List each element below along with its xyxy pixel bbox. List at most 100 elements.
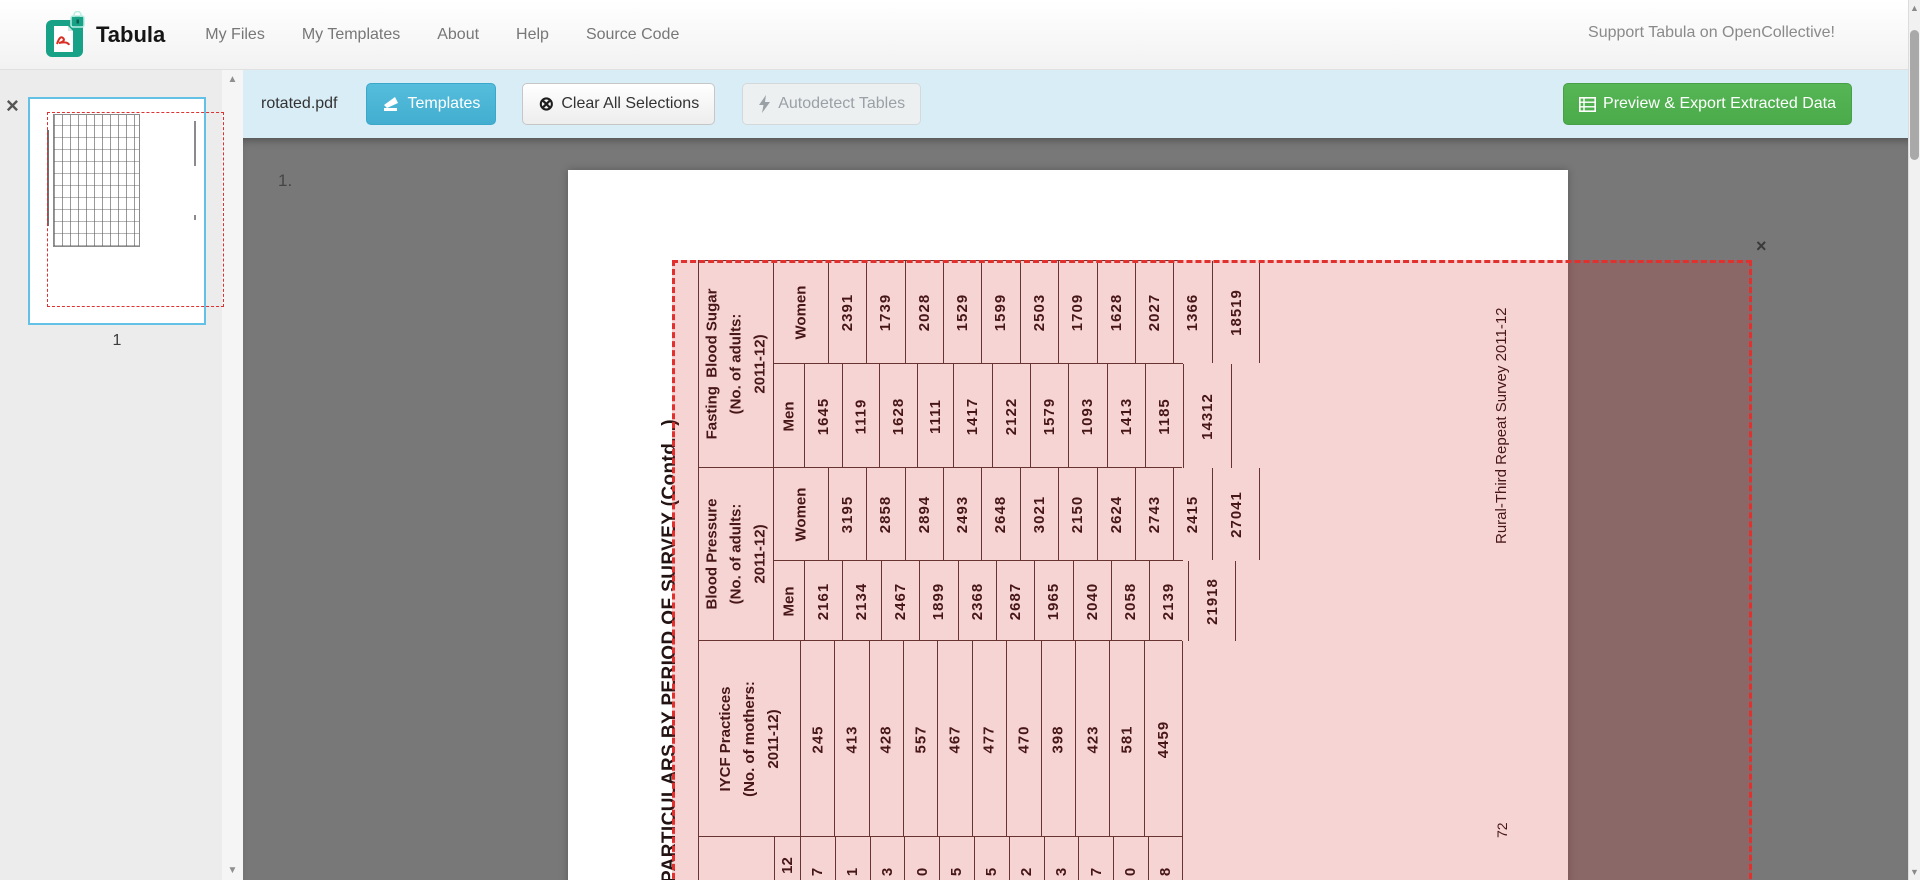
table-value-cell: 1628 xyxy=(880,364,919,468)
nav-item-my-templates[interactable]: My Templates xyxy=(301,25,401,43)
table-value-cell: 8 xyxy=(1149,837,1183,880)
table-header-cell: IYCF Practices (No. of mothers: 2011-12) xyxy=(699,641,801,836)
table-value-cell: 245 xyxy=(801,641,836,837)
nav-item-help[interactable]: Help xyxy=(516,25,549,43)
table-value-cell: 423 xyxy=(1076,641,1111,837)
table-value-cell: 1417 xyxy=(954,364,993,468)
scrollbar-thumb[interactable] xyxy=(1910,30,1919,160)
page-thumbnail[interactable] xyxy=(28,97,206,325)
sidebar-scrollbar[interactable]: ▲ ▼ xyxy=(222,70,243,880)
table-value-cell: 4459 xyxy=(1145,641,1183,837)
scroll-up-icon[interactable]: ▲ xyxy=(227,74,238,85)
table-value-cell: 1645 xyxy=(805,364,844,468)
table-value-cell: 467 xyxy=(938,641,973,837)
table-value-cell: 18519 xyxy=(1213,261,1261,363)
thumbnail-selection-outline xyxy=(47,112,224,307)
table-value-cell: 477 xyxy=(973,641,1008,837)
autodetect-label: Autodetect Tables xyxy=(778,95,906,112)
table-value-cell: 2648 xyxy=(982,468,1021,560)
scroll-down-icon[interactable]: ▼ xyxy=(1910,867,1919,877)
table-value-cell: 2624 xyxy=(1098,468,1136,560)
selection-overlay[interactable] xyxy=(672,260,1752,880)
table-value-cell: 470 xyxy=(1007,641,1042,837)
table-section: IYCF Practices (No. of mothers: 2011-12)… xyxy=(699,641,1183,837)
table-value-cell: 2391 xyxy=(829,261,868,363)
canvas-page-number: 1. xyxy=(278,171,293,190)
pdf-page[interactable]: Fasting Blood Sugar (No. of adults: 2011… xyxy=(568,170,1568,880)
thumbnail-title-mark xyxy=(47,130,49,226)
table-value-cell: 1709 xyxy=(1059,261,1098,363)
table-list-icon xyxy=(1579,96,1597,112)
table-value-cell: 2415 xyxy=(1174,468,1213,560)
table-value-cell: 1185 xyxy=(1146,364,1184,468)
templates-icon xyxy=(383,96,398,111)
table-header-cell: Fasting Blood Sugar (No. of adults: 2011… xyxy=(699,261,774,467)
autodetect-tables-button[interactable]: Autodetect Tables xyxy=(742,83,922,125)
table-value-cell: 2058 xyxy=(1112,561,1151,641)
table-value-cell: 3195 xyxy=(829,468,868,560)
table-value-cell: 1366 xyxy=(1174,261,1213,363)
table-value-cell: 2161 xyxy=(805,561,844,641)
nav-item-my-files[interactable]: My Files xyxy=(205,25,265,43)
table-value-cell: 2467 xyxy=(882,561,921,641)
top-navbar: Tabula My Files My Templates About Help Sour… xyxy=(0,0,1920,70)
table-value-cell: 0 xyxy=(1114,837,1149,880)
nav-item-about[interactable]: About xyxy=(437,25,480,43)
scroll-down-icon[interactable]: ▼ xyxy=(227,865,238,876)
table-value-cell: 0 xyxy=(905,837,941,880)
table-row: Men 1645 1119 1628 1111 1417 2122 1579 1093 1413 1… xyxy=(774,364,1232,468)
table-value-cell: 2122 xyxy=(993,364,1032,468)
thumbnail-table-preview xyxy=(53,114,140,247)
clear-selections-button[interactable]: ⊗ Clear All Selections xyxy=(522,83,716,125)
table-value-cell: 2028 xyxy=(906,261,945,363)
thumbnail-close-icon[interactable]: × xyxy=(6,93,19,118)
thumbnail-sidebar: × 1 xyxy=(0,70,224,880)
tabula-logo-icon xyxy=(46,10,85,57)
table-value-cell: 2 xyxy=(1010,837,1045,880)
table-value-cell: 1413 xyxy=(1108,364,1147,468)
thumbnail-page-number: 1 xyxy=(112,332,122,349)
table-value-cell: 5 xyxy=(940,837,975,880)
table-value-cell: 5 xyxy=(975,837,1010,880)
table-section: 12 7 1 3 0 5 5 2 3 7 0 8 xyxy=(699,837,1183,880)
table-value-cell: 2027 xyxy=(1136,261,1175,363)
pdf-canvas[interactable]: 1. Fasting Blood Sugar (No. of adults: 2… xyxy=(243,138,1910,880)
templates-button[interactable]: Templates xyxy=(365,83,497,125)
nav-item-source-code[interactable]: Source Code xyxy=(585,25,680,43)
toolbar: rotated.pdf Templates ⊗ Clear All Select… xyxy=(243,70,1910,138)
main-scrollbar[interactable]: ▲ ▼ xyxy=(1908,0,1920,880)
table-value-cell: 581 xyxy=(1110,641,1145,837)
support-link[interactable]: Support Tabula on OpenCollective! xyxy=(1588,24,1835,41)
clear-icon: ⊗ xyxy=(538,93,555,115)
table-row: Women 3195 2858 2894 2493 2648 3021 2150 2624 274… xyxy=(774,468,1261,561)
table-header-cell xyxy=(699,837,775,880)
table-value-cell: 1529 xyxy=(944,261,983,363)
table-value-cell: 428 xyxy=(870,641,905,837)
table-sublabel-cell: 12 xyxy=(775,837,801,880)
selection-close-icon[interactable]: × xyxy=(1756,236,1767,256)
pdf-table: Fasting Blood Sugar (No. of adults: 2011… xyxy=(698,260,1261,880)
table-value-cell: 1739 xyxy=(867,261,906,363)
table-value-cell: 413 xyxy=(835,641,870,837)
table-value-cell: 1899 xyxy=(920,561,959,641)
scroll-up-icon[interactable]: ▲ xyxy=(1910,3,1919,13)
table-value-cell: 398 xyxy=(1042,641,1076,837)
table-sublabel-cell: Men xyxy=(774,561,805,641)
open-filename: rotated.pdf xyxy=(261,95,338,112)
table-value-cell: 1628 xyxy=(1098,261,1136,363)
table-section: Fasting Blood Sugar (No. of adults: 2011… xyxy=(699,261,1261,468)
table-value-cell: 14312 xyxy=(1184,364,1232,468)
table-value-cell: 2368 xyxy=(959,561,997,641)
table-row: 12 7 1 3 0 5 5 2 3 7 0 8 xyxy=(775,837,1183,880)
table-header-cell: Blood Pressure (No. of adults: 2011-12) xyxy=(699,468,774,640)
table-sublabel-cell: Men xyxy=(774,364,805,468)
table-row: 245 413 428 557 467 477 470 398 423 581 4459 xyxy=(801,641,1183,837)
nav-links: My Files My Templates About Help Source Code xyxy=(205,26,679,44)
table-row: Men 2161 2134 2467 1899 2368 2687 1965 2040 2058 2… xyxy=(774,561,1237,641)
table-value-cell: 2040 xyxy=(1074,561,1112,641)
table-value-cell: 557 xyxy=(904,641,939,837)
brand[interactable]: Tabula xyxy=(44,10,165,59)
table-value-cell: 7 xyxy=(1079,837,1115,880)
table-value-cell: 1119 xyxy=(843,364,881,468)
preview-export-button[interactable]: Preview & Export Extracted Data xyxy=(1563,83,1852,125)
